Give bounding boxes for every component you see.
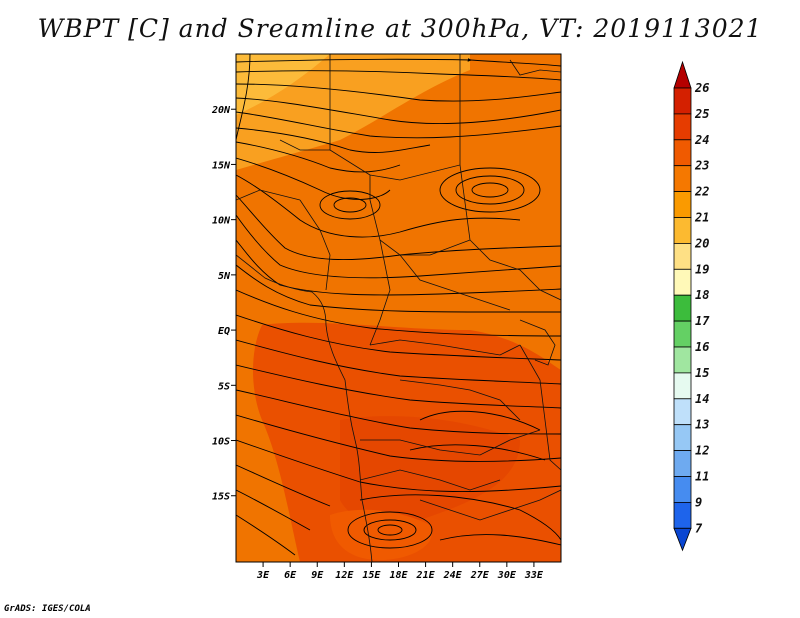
lat-label: EQ <box>218 326 230 337</box>
colorbar-label: 15 <box>695 366 709 380</box>
colorbar-label: 26 <box>694 81 709 95</box>
country-borders <box>236 54 561 562</box>
wbpt-field-23-core <box>340 416 520 524</box>
colorbar-bottom-arrow <box>673 527 692 552</box>
latitude-axis: 20N 15N 10N 5N EQ 5S 10S 15S <box>211 105 236 503</box>
wbpt-field-20-21 <box>236 54 470 170</box>
colorbar-box <box>673 501 692 529</box>
lon-label: 30E <box>497 570 517 581</box>
lon-label: 9E <box>311 570 324 581</box>
colorbar-box <box>673 424 692 452</box>
lon-label: 24E <box>443 570 463 581</box>
colorbar-box <box>673 268 692 296</box>
colorbar: 26 25 24 23 22 21 20 19 18 17 16 15 14 13 12 11 9 7 <box>673 60 710 552</box>
colorbar-label: 21 <box>694 211 709 225</box>
lon-label: 27E <box>470 570 490 581</box>
lat-label: 10N <box>212 216 231 227</box>
lat-label: 5N <box>218 271 231 282</box>
chart-title: WBPT [C] and Sreamline at 300hPa, VT: 20… <box>37 14 763 43</box>
colorbar-label: 9 <box>695 495 702 509</box>
streamlines <box>236 54 561 556</box>
colorbar-box <box>673 450 692 477</box>
lon-label: 12E <box>335 570 354 581</box>
lon-label: 6E <box>284 570 297 581</box>
map-plot-area <box>236 54 561 562</box>
longitude-axis: 3E 6E 9E 12E 15E 18E 21E 24E 27E 30E 33E <box>256 562 544 581</box>
colorbar-box <box>673 191 692 218</box>
colorbar-box <box>673 87 692 115</box>
colorbar-box <box>673 165 692 192</box>
colorbar-label: 19 <box>695 262 709 276</box>
colorbar-label: 7 <box>695 521 703 535</box>
colorbar-box <box>673 320 692 348</box>
colorbar-label: 13 <box>695 418 709 432</box>
colorbar-box <box>673 294 692 322</box>
colorbar-label: 22 <box>694 185 709 199</box>
colorbar-label: 12 <box>695 444 709 458</box>
lon-label: 21E <box>416 570 436 581</box>
colorbar-label: 18 <box>695 288 709 302</box>
lat-label: 15S <box>212 492 230 503</box>
colorbar-box <box>673 346 692 374</box>
lon-label: 18E <box>389 570 408 581</box>
grads-credit: GrADS: IGES/COLA <box>4 604 91 614</box>
colorbar-top-arrow <box>673 60 692 89</box>
colorbar-box <box>673 476 692 503</box>
colorbar-label: 14 <box>695 392 709 406</box>
lat-label: 10S <box>212 437 230 448</box>
lon-label: 3E <box>256 570 270 581</box>
lat-label: 5S <box>218 381 230 392</box>
colorbar-box <box>673 113 692 141</box>
colorbar-box <box>673 217 692 244</box>
colorbar-label: 20 <box>694 236 709 250</box>
lon-label: 33E <box>524 570 544 581</box>
lon-label: 15E <box>362 570 381 581</box>
colorbar-label: 17 <box>695 314 710 328</box>
colorbar-label: 11 <box>695 470 709 484</box>
colorbar-label: 24 <box>694 133 709 147</box>
colorbar-label: 16 <box>695 340 709 354</box>
colorbar-label: 25 <box>694 107 709 121</box>
colorbar-box <box>673 139 692 167</box>
colorbar-label: 23 <box>694 159 709 173</box>
colorbar-box <box>673 242 692 270</box>
lat-label: 20N <box>211 105 231 116</box>
lat-label: 15N <box>212 160 231 171</box>
colorbar-box <box>673 398 692 426</box>
colorbar-box <box>673 372 692 400</box>
